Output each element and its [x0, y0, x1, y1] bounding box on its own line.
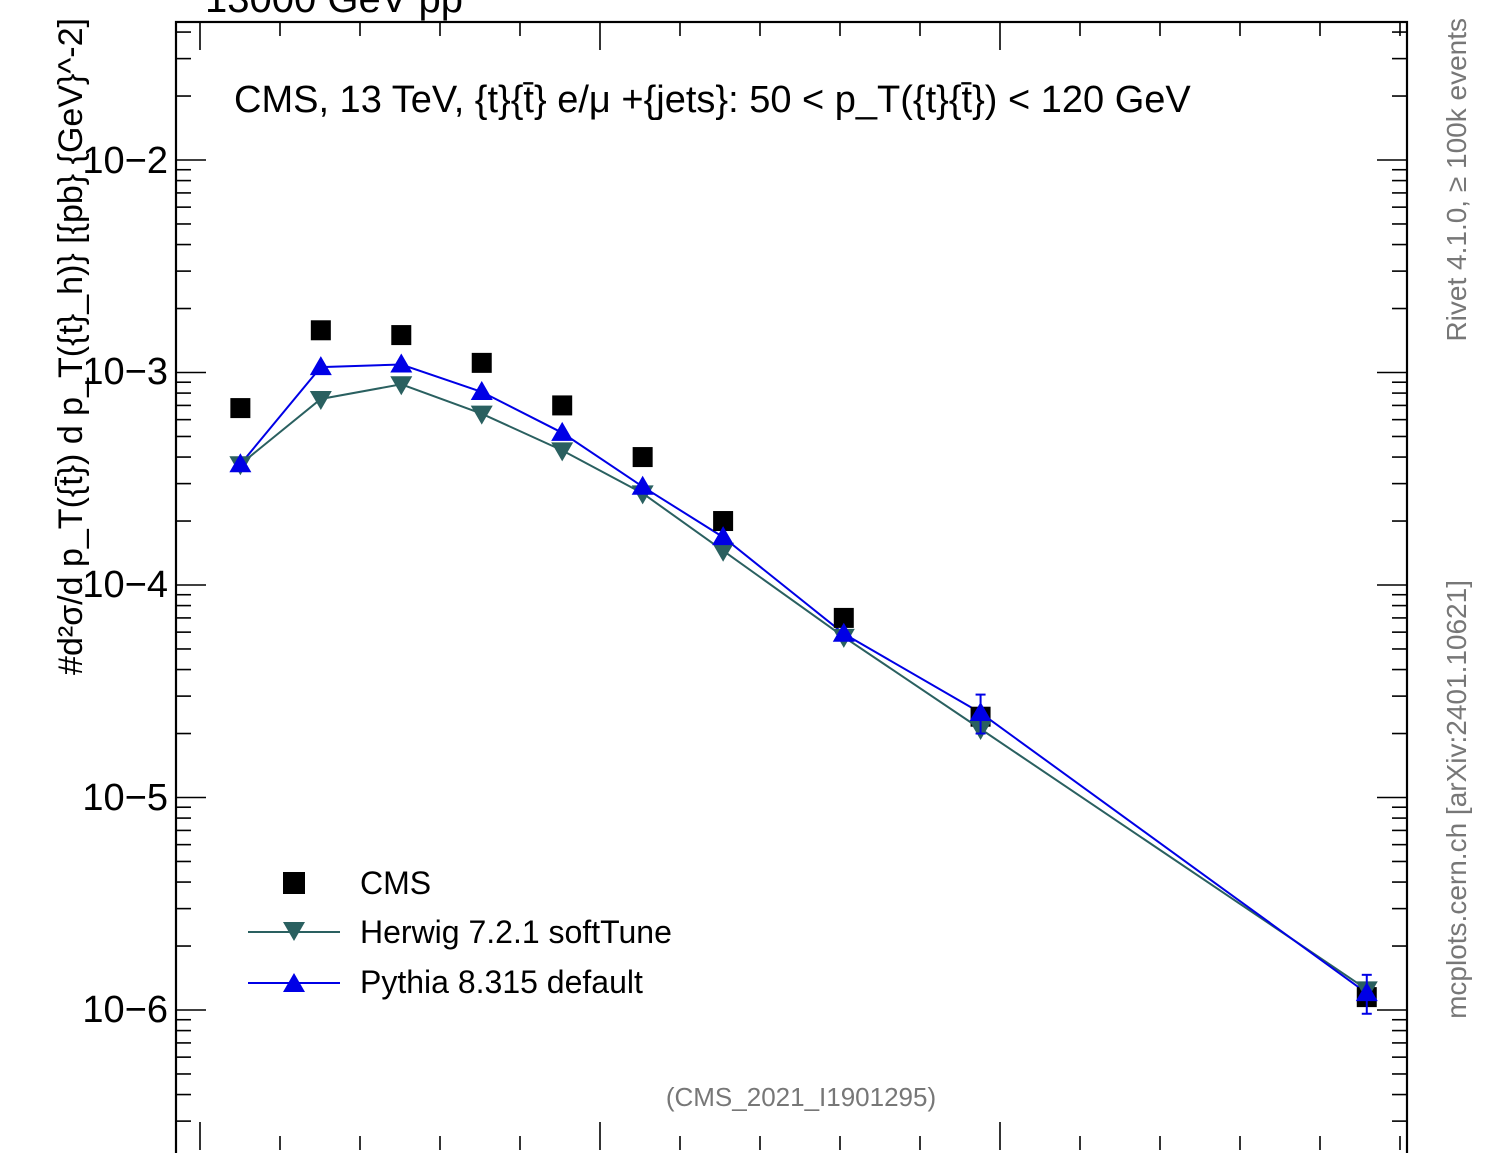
- cms-data-point: [391, 325, 412, 346]
- cms-data-point: [632, 447, 653, 468]
- legend-marker-cms: [283, 872, 305, 894]
- pythia-data-point: [309, 356, 332, 376]
- y-axis-tick-labels: 10−2 10−3 10−4 10−5 10−6: [82, 140, 168, 1031]
- cms-data-point: [310, 320, 331, 341]
- y-tick-label: 10−6: [82, 989, 168, 1031]
- data-markers: [229, 320, 1378, 1015]
- pythia-data-point: [631, 475, 654, 495]
- y-tick-label: 10−3: [82, 351, 168, 393]
- plot-frame: [174, 20, 1409, 1153]
- y-tick-label: 10−4: [82, 564, 168, 606]
- analysis-id: (CMS_2021_I1901295): [666, 1082, 936, 1112]
- herwig-data-point: [390, 376, 413, 396]
- herwig-data-point: [551, 442, 574, 462]
- series-line-pythia: [239, 363, 1368, 995]
- herwig-data-point: [309, 391, 332, 411]
- legend-marker-pythia: [283, 973, 305, 992]
- legend-label-herwig: Herwig 7.2.1 softTune: [360, 914, 672, 950]
- herwig-data-point: [712, 542, 735, 562]
- herwig-data-point: [470, 405, 493, 425]
- pythia-data-point: [551, 421, 574, 441]
- pythia-data-point: [832, 622, 855, 642]
- cms-data-point: [552, 395, 573, 416]
- y-axis-label: #d²σ/d p_T({t̄}) d p_T({t}_h)} [{pb} {Ge…: [52, 18, 90, 675]
- cms-data-point: [230, 398, 251, 419]
- cms-data-point: [833, 607, 854, 628]
- legend: CMS Herwig 7.2.1 softTune Pythia 8.315 d…: [248, 865, 672, 1000]
- pythia-data-point: [470, 380, 493, 400]
- rivet-version-text: Rivet 4.1.0, ≥ 100k events: [1441, 18, 1472, 342]
- x-axis-ticks: [199, 22, 1401, 1150]
- mcplots-credit-text: mcplots.cern.ch [arXiv:2401.10621]: [1441, 580, 1472, 1019]
- legend-label-cms: CMS: [360, 865, 431, 901]
- header-text: 13000 GeV pp: [205, 0, 463, 21]
- y-tick-label: 10−5: [82, 777, 168, 819]
- cms-data-point: [713, 511, 734, 532]
- pythia-data-point: [712, 526, 735, 546]
- series-lines: [239, 363, 1368, 995]
- series-line-herwig: [239, 383, 1368, 991]
- legend-marker-herwig: [283, 922, 305, 941]
- chart-title: CMS, 13 TeV, {t}{t̄} e/μ +{jets}: 50 < p…: [234, 79, 1191, 121]
- pythia-data-point: [390, 353, 413, 373]
- cms-data-point: [471, 352, 492, 373]
- legend-label-pythia: Pythia 8.315 default: [360, 964, 643, 1000]
- y-tick-label: 10−2: [82, 140, 168, 182]
- pythia-data-point: [229, 453, 252, 473]
- y-axis-ticks: [176, 31, 1407, 1122]
